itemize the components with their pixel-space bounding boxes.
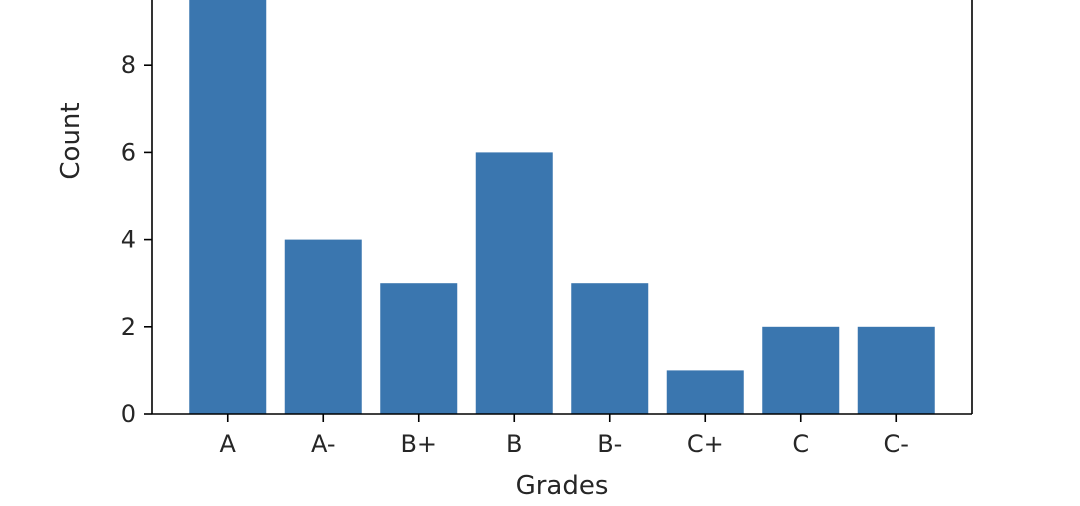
bars-group	[189, 0, 935, 414]
x-axis-label: Grades	[516, 471, 609, 501]
axes-frame	[151, 0, 973, 415]
bar-B+	[380, 283, 458, 414]
x-tick-label: B-	[597, 430, 622, 458]
x-tick-label: C	[792, 430, 809, 458]
bar-C	[762, 326, 840, 414]
bar-B-	[571, 283, 649, 414]
y-tick-label: 0	[121, 400, 136, 428]
x-tick-label: B	[506, 430, 522, 458]
y-tick-label: 8	[121, 51, 136, 79]
y-axis-ticks: 0 2 4 6 8	[121, 51, 152, 428]
x-axis-ticks: A A- B+ B B- C+ C C-	[220, 414, 909, 458]
y-tick-label: 2	[121, 313, 136, 341]
x-tick-label: B+	[400, 430, 437, 458]
y-axis-label: Count	[56, 102, 86, 179]
x-tick-label: A	[220, 430, 237, 458]
bar-B	[475, 152, 553, 414]
bar-C-	[857, 326, 935, 414]
bar-A-	[284, 239, 362, 414]
bar-C+	[666, 370, 744, 414]
bar-A	[189, 0, 267, 414]
x-tick-label: C-	[884, 430, 909, 458]
y-tick-label: 6	[121, 138, 136, 166]
x-tick-label: A-	[311, 430, 336, 458]
x-tick-label: C+	[687, 430, 724, 458]
y-tick-label: 4	[121, 226, 136, 254]
